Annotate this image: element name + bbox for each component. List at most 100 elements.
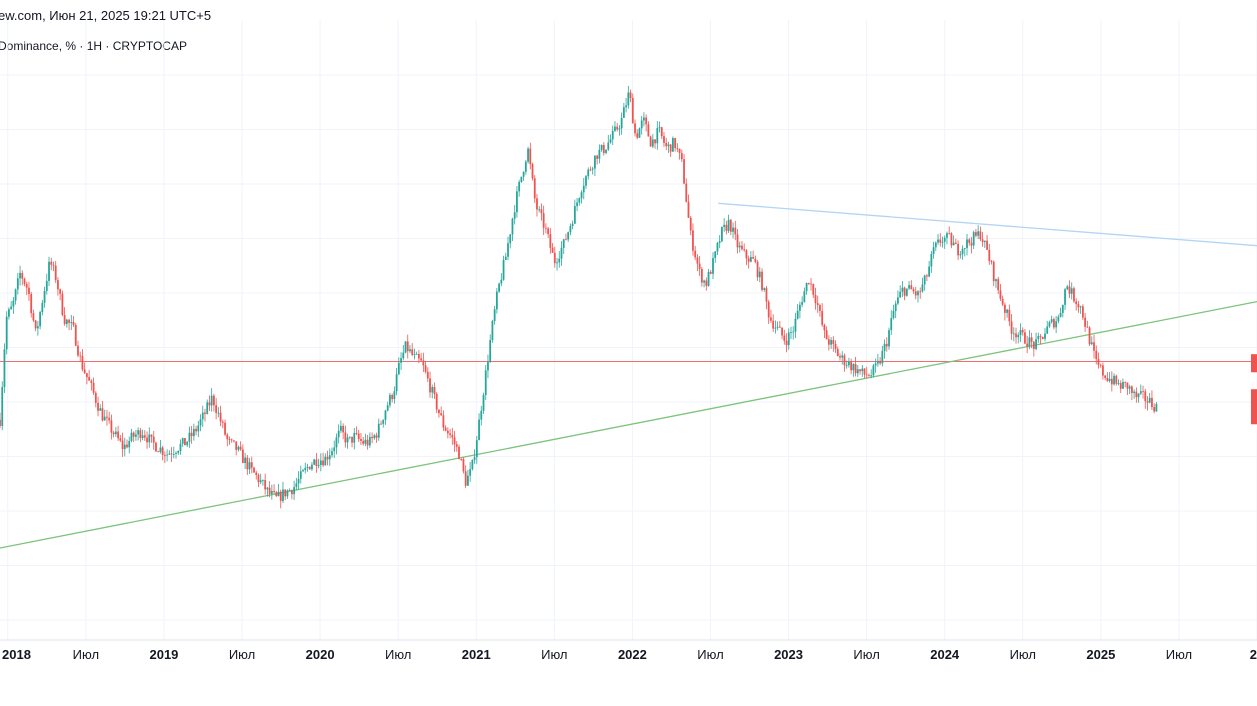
candle-body [836,348,839,357]
candle-body [288,490,291,491]
candle-body [594,155,596,169]
candle-body [268,487,271,494]
x-tick-label: 2020 [306,647,335,662]
candle-body [19,272,21,279]
candle-body [431,387,434,393]
candle-body [377,423,380,438]
candle-body [678,148,681,154]
candle-body [487,361,489,371]
candle-body [734,227,737,235]
candle-body [1130,386,1133,394]
candle-body [654,139,656,144]
candle-body [660,127,663,137]
candle-body [781,327,783,336]
candle-body [649,136,652,147]
candle-body [805,282,808,292]
candle-body [591,168,594,170]
candle-body [507,243,509,257]
candle-body [767,301,770,318]
candle-body [763,288,766,290]
candle-body [772,320,775,329]
candle-body [1088,327,1091,345]
candle-body [353,432,356,443]
candle-body [863,368,866,375]
candle-body [770,317,772,321]
candle-body [484,370,487,395]
candle-body [999,290,1002,299]
candle-body [580,192,583,199]
candle-body [0,419,1,426]
candle-body [1008,309,1011,322]
candle-body [331,451,333,456]
candle-body [562,239,565,248]
candle-body [1032,341,1035,349]
candle-body [943,237,946,242]
candle-body [582,185,585,193]
candle-body [694,250,697,258]
candle-body [685,183,688,202]
candle-body [727,219,730,231]
candle-body [796,310,799,319]
candle-body [413,354,416,355]
candle-body [126,444,128,448]
candle-body [208,402,211,406]
candle-body [712,258,714,274]
candle-body [97,402,99,411]
candle-body [315,459,318,466]
candle-body [1153,407,1156,412]
candle-body [975,232,977,236]
candle-body [810,283,812,285]
candle-body [1139,391,1142,394]
candle-body [302,470,304,472]
candle-body [1057,316,1060,322]
candle-body [721,226,723,242]
candle-body [636,133,639,138]
candle-body [241,449,244,463]
candle-body [128,440,131,448]
candle-body [85,373,88,378]
candle-body [498,283,501,292]
candle-body [1119,383,1122,389]
candle-body [845,365,848,367]
candle-body [968,239,971,243]
candle-body [389,395,391,406]
candle-body [48,261,50,281]
candle-body [380,423,382,425]
candle-body [823,324,826,331]
candle-body [1053,319,1055,328]
candle-body [482,394,485,411]
candle-body [181,438,184,444]
candle-body [1079,306,1082,308]
candle-body [850,361,853,371]
candle-body [297,478,300,484]
candle-body [36,326,39,329]
candle-body [725,224,728,231]
candle-body [324,456,327,466]
candle-body [39,312,42,327]
candle-body [179,443,182,451]
candle-body [451,434,454,438]
candle-body [1128,386,1131,389]
candle-body [692,230,694,251]
candle-body [729,219,732,232]
candle-body [1024,332,1026,344]
candle-body [402,352,405,359]
candle-body [68,319,70,323]
candle-body [290,490,293,495]
candle-body [112,432,115,435]
candle-body [426,371,429,379]
candle-body [941,241,944,243]
candle-body [870,375,873,377]
candle-body [45,280,48,291]
candle-body [843,355,846,366]
candle-body [237,446,240,450]
candle-body [393,391,396,400]
x-tick-label: Июл [1166,647,1192,662]
candle-body [213,395,215,406]
candle-body [587,169,590,177]
candle-body [152,436,155,443]
candle-body [658,127,661,129]
candle-body [311,464,313,470]
candle-body [150,434,153,437]
